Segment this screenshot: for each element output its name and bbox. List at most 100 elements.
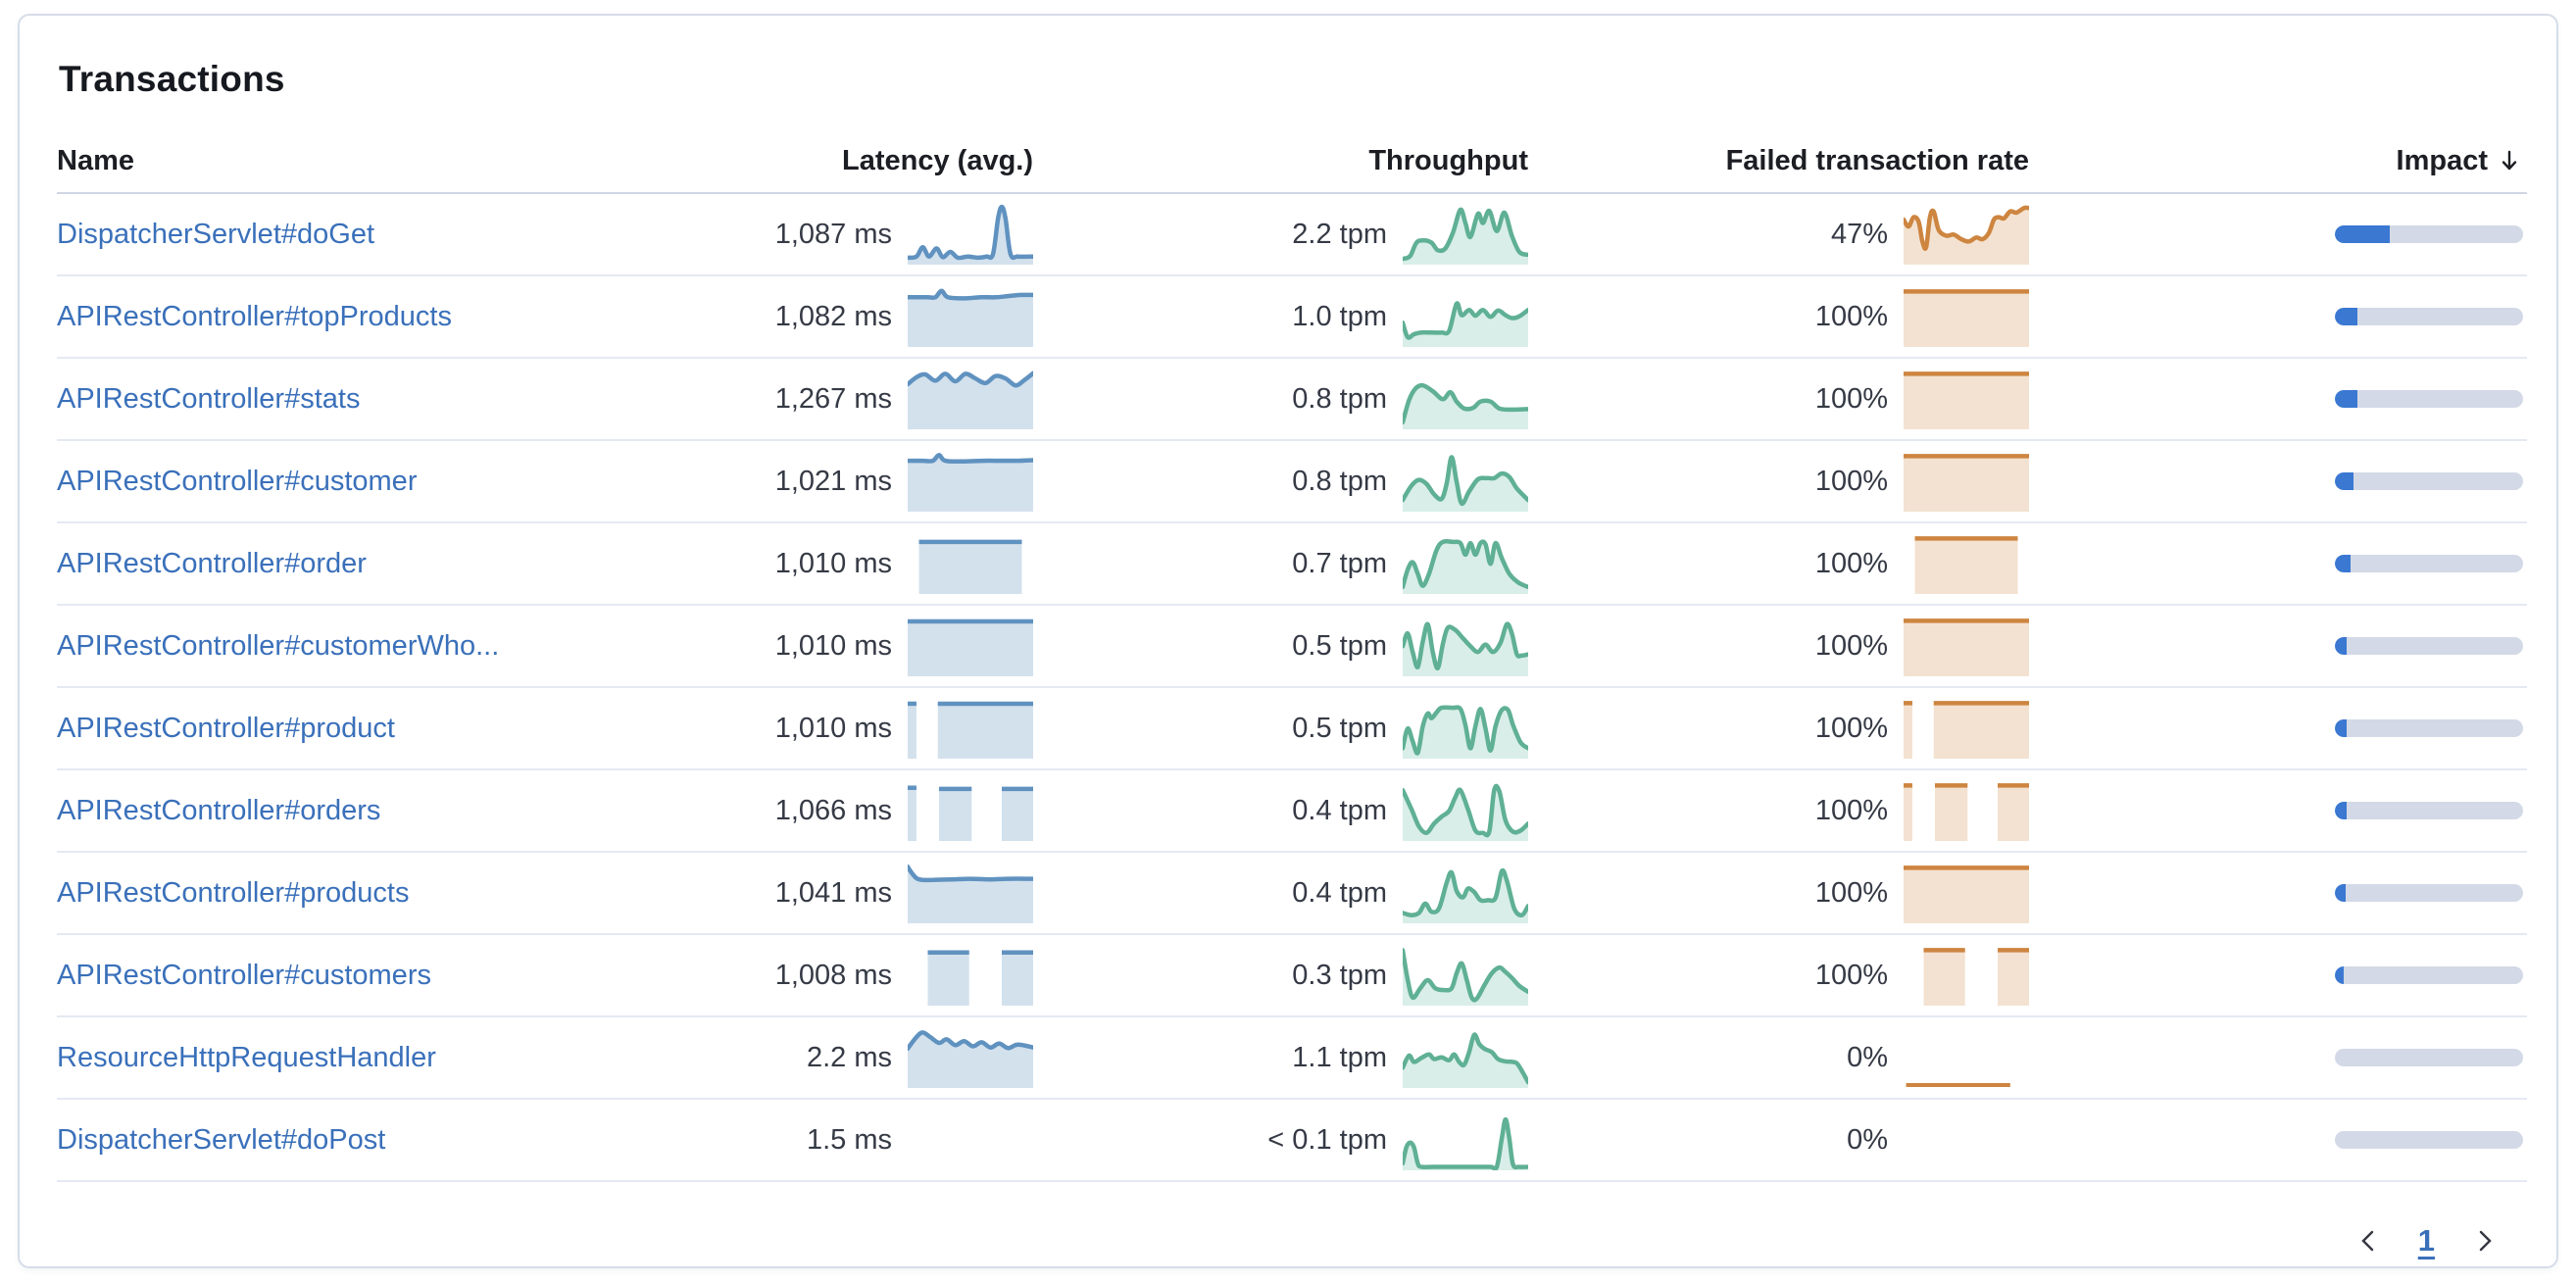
failed-rate-cell: 100% [1528,698,2029,759]
impact-bar [2335,308,2523,325]
failed-rate-value: 0% [1847,1041,1888,1073]
latency-value: 1.5 ms [806,1123,892,1156]
column-header-throughput[interactable]: Throughput [1368,144,1528,176]
throughput-value: 2.2 tpm [1292,218,1387,250]
latency-cell: 1,082 ms [592,286,1033,347]
column-header-failed-rate[interactable]: Failed transaction rate [1725,144,2029,176]
transaction-link[interactable]: APIRestController#stats [57,382,361,415]
throughput-cell: 0.5 tpm [1033,698,1528,759]
table-row: ResourceHttpRequestHandler 2.2 ms 1.1 tpm 0… [57,1017,2527,1100]
throughput-value: 0.4 tpm [1292,794,1387,826]
failed-rate-cell: 47% [1528,204,2029,265]
latency-value: 1,010 ms [774,712,892,744]
throughput-value: 1.1 tpm [1292,1041,1387,1073]
impact-bar-fill [2335,719,2348,737]
impact-cell [2029,308,2523,325]
throughput-cell: 1.1 tpm [1033,1027,1528,1088]
latency-value: 1,021 ms [774,465,892,497]
column-header-impact[interactable]: Impact [2397,145,2523,177]
throughput-value: 1.0 tpm [1292,300,1387,332]
latency-value: 1,010 ms [774,629,892,662]
throughput-cell: 0.8 tpm [1033,369,1528,429]
transactions-panel: Transactions Name Latency (avg.) Through… [18,14,2558,1268]
failed-rate-cell: 100% [1528,533,2029,594]
failed-rate-cell: 0% [1528,1027,2029,1088]
impact-bar [2335,390,2523,408]
impact-bar [2335,1131,2523,1149]
latency-sparkline [908,204,1033,265]
latency-sparkline [908,785,1033,841]
throughput-cell: 0.5 tpm [1033,616,1528,676]
transaction-link[interactable]: APIRestController#customers [57,959,431,991]
table-row: APIRestController#stats 1,267 ms 0.8 tpm 10… [57,359,2527,441]
throughput-sparkline [1403,948,1528,1006]
throughput-sparkline [1403,1116,1528,1170]
latency-cell: 1.5 ms [592,1110,1033,1170]
impact-bar-fill [2335,225,2390,243]
failed-rate-cell: 100% [1528,945,2029,1006]
latency-sparkline [927,950,1033,1006]
transaction-link[interactable]: ResourceHttpRequestHandler [57,1041,436,1073]
throughput-cell: 0.8 tpm [1033,451,1528,512]
column-header-latency[interactable]: Latency (avg.) [842,144,1033,176]
previous-page-button[interactable] [2353,1226,2383,1256]
failed-rate-sparkline [1904,783,2029,841]
impact-bar-fill [2335,884,2347,902]
transaction-link[interactable]: APIRestController#topProducts [57,300,452,332]
failed-rate-cell: 0% [1528,1110,2029,1170]
transaction-link[interactable]: DispatcherServlet#doGet [57,218,374,250]
latency-sparkline [908,1030,1033,1088]
latency-value: 1,267 ms [774,382,892,415]
column-header-name[interactable]: Name [57,144,134,176]
name-cell: APIRestController#customer [57,466,592,498]
impact-bar-fill [2335,637,2348,655]
throughput-sparkline [1403,455,1528,512]
throughput-value: 0.8 tpm [1292,465,1387,497]
transaction-link[interactable]: APIRestController#product [57,712,395,744]
throughput-value: 0.7 tpm [1292,547,1387,579]
next-page-button[interactable] [2470,1226,2500,1256]
transaction-link[interactable]: APIRestController#customerWho... [57,629,500,662]
latency-sparkline [908,1110,1033,1170]
name-cell: DispatcherServlet#doPost [57,1124,592,1157]
throughput-sparkline [1403,1032,1528,1088]
latency-sparkline [908,370,1033,429]
impact-cell [2029,1049,2523,1066]
failed-rate-value: 100% [1814,300,1888,332]
failed-rate-sparkline [1904,1110,2029,1170]
transactions-table: Name Latency (avg.) Throughput Failed tr… [57,129,2527,1182]
impact-bar-fill [2335,555,2352,572]
latency-value: 1,087 ms [774,218,892,250]
transaction-link[interactable]: APIRestController#customer [57,465,418,497]
page-number-1[interactable]: 1 [2417,1223,2435,1258]
latency-value: 1,041 ms [774,876,892,909]
throughput-cell: 1.0 tpm [1033,286,1528,347]
transaction-link[interactable]: APIRestController#order [57,547,367,579]
table-row: APIRestController#product 1,010 ms 0.5 tpm… [57,688,2527,770]
latency-sparkline [908,701,1033,759]
table-row: APIRestController#customerWho... 1,010 ms… [57,606,2527,688]
latency-sparkline [908,864,1033,923]
impact-bar [2335,719,2523,737]
table-row: APIRestController#customer 1,021 ms 0.8 tp… [57,441,2527,523]
throughput-cell: 0.7 tpm [1033,533,1528,594]
failed-rate-sparkline [1904,205,2029,265]
transaction-link[interactable]: APIRestController#products [57,876,410,909]
failed-rate-value: 100% [1814,629,1888,662]
impact-bar [2335,1049,2523,1066]
failed-rate-value: 47% [1830,218,1888,250]
transaction-link[interactable]: APIRestController#orders [57,794,381,826]
throughput-cell: < 0.1 tpm [1033,1110,1528,1170]
latency-cell: 1,008 ms [592,945,1033,1006]
latency-sparkline [908,452,1033,512]
failed-rate-value: 0% [1847,1123,1888,1156]
latency-cell: 1,010 ms [592,616,1033,676]
impact-bar [2335,225,2523,243]
transaction-link[interactable]: DispatcherServlet#doPost [57,1123,386,1156]
failed-rate-sparkline [1904,371,2029,429]
failed-rate-sparkline [1904,618,2029,676]
table-row: DispatcherServlet#doPost 1.5 ms < 0.1 tpm 0… [57,1100,2527,1182]
name-cell: APIRestController#topProducts [57,301,592,333]
throughput-cell: 0.4 tpm [1033,780,1528,841]
throughput-cell: 2.2 tpm [1033,204,1528,265]
